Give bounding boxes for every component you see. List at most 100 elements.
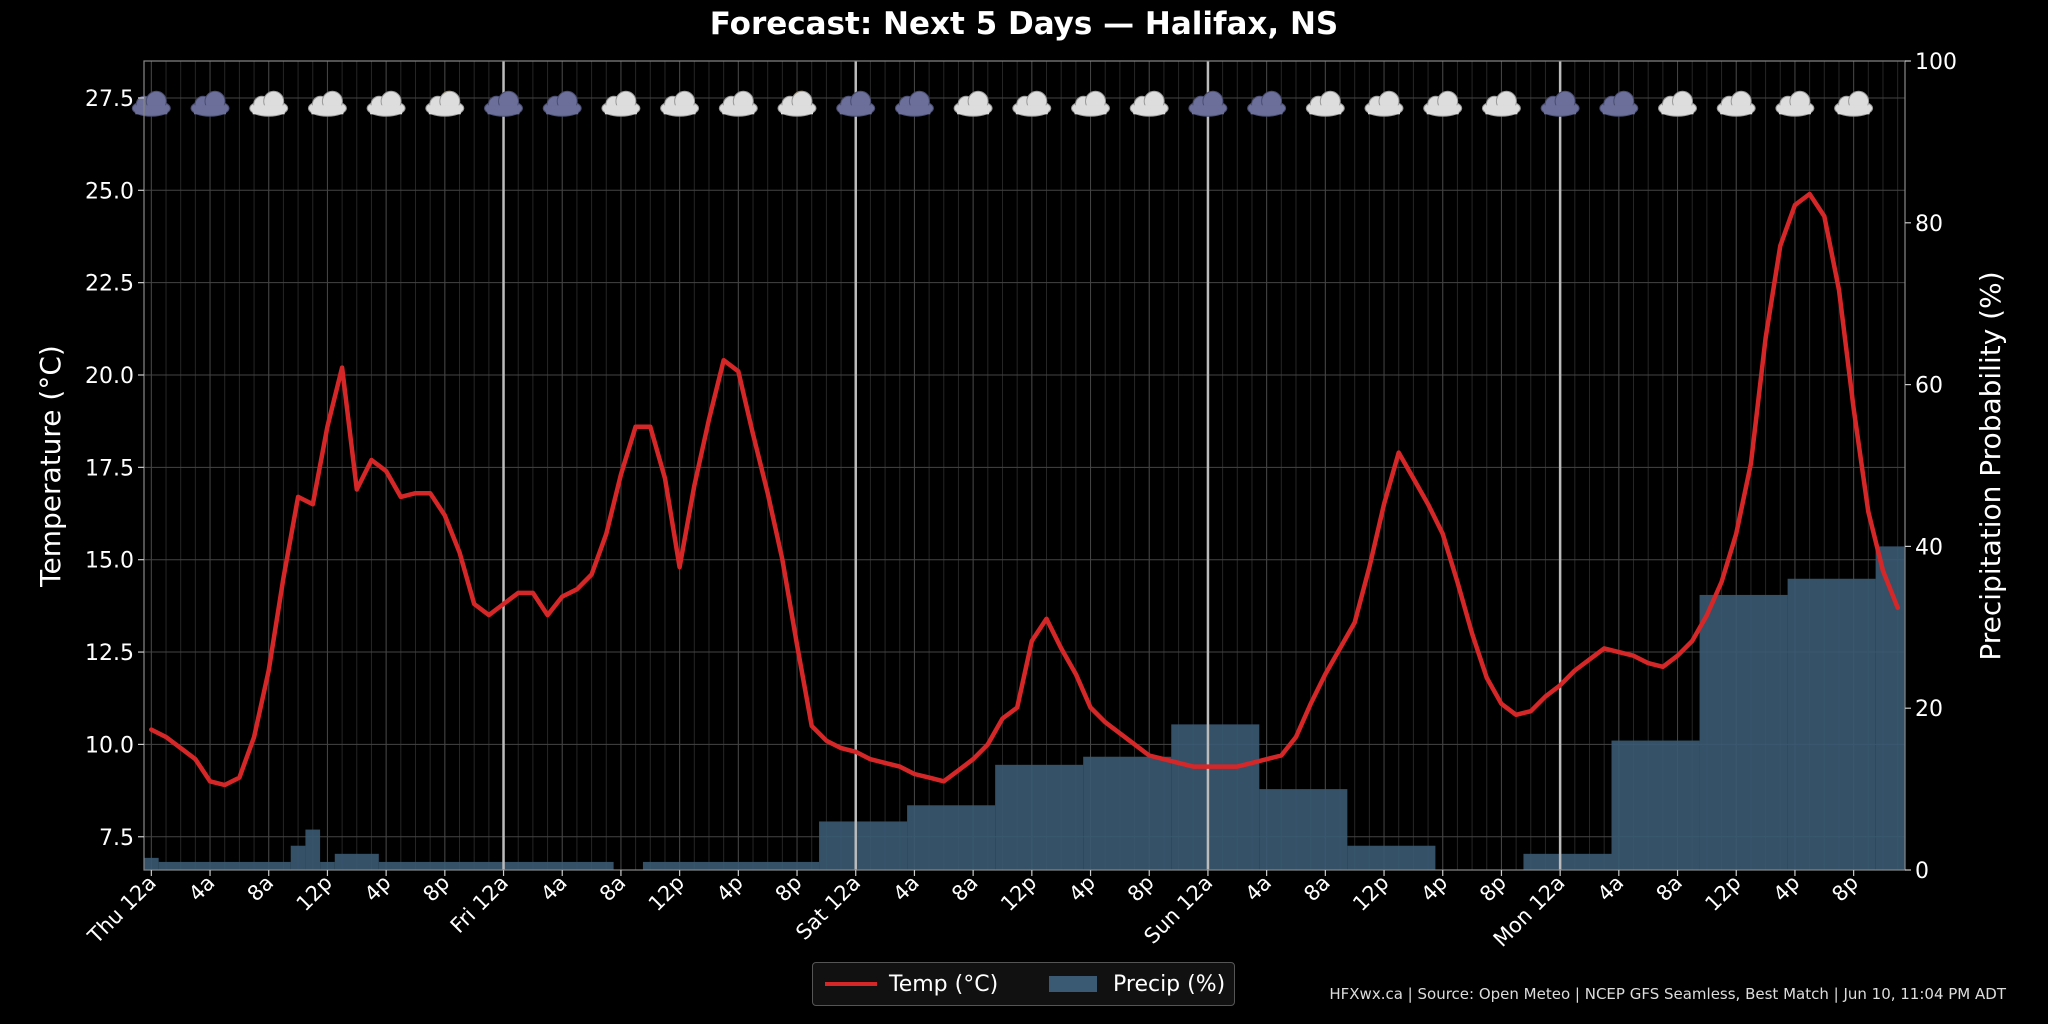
x-tick-label: 4a	[184, 871, 220, 907]
x-tick-label: 4p	[1769, 871, 1805, 907]
x-tick-label: Thu 12a	[83, 871, 161, 949]
x-tick-label: 12p	[1700, 871, 1745, 916]
legend-item-temp: Temp (°C)	[821, 963, 998, 1005]
y2-tick-label: 40	[1915, 535, 1943, 560]
y-tick-label: 27.5	[85, 87, 134, 112]
y2-axis-label: Precipitation Probability (%)	[1974, 271, 2007, 660]
cloud-fill	[1191, 105, 1224, 115]
cloud-fill	[546, 105, 579, 115]
cloud-fill	[1250, 105, 1283, 115]
cloud-fill	[311, 105, 344, 115]
x-tick-label: 4a	[1241, 871, 1277, 907]
cloud-fill	[1778, 105, 1811, 115]
cloud-fill	[194, 105, 226, 115]
x-tick-label: 12p	[1348, 871, 1393, 916]
precip-bar	[1347, 845, 1436, 870]
x-tick-label: 8a	[947, 871, 983, 907]
cloud-fill	[428, 105, 461, 115]
precip-bar	[642, 861, 820, 870]
y2-tick-label: 100	[1915, 50, 1957, 75]
x-tick-label: 8a	[1299, 871, 1335, 907]
cloud-icon	[307, 90, 347, 117]
cloud-fill	[898, 105, 931, 115]
rain-icon	[836, 90, 876, 117]
precip-bar	[819, 821, 908, 870]
plot-frame	[143, 60, 1906, 871]
cloud-icon	[1129, 90, 1169, 117]
y-tick-label: 7.5	[99, 826, 134, 851]
cloud-icon	[953, 90, 993, 117]
cloud-fill	[1309, 105, 1342, 115]
cloud-fill	[1426, 105, 1459, 115]
x-tick-label: Fri 12a	[446, 871, 513, 938]
cloud-icon	[601, 90, 641, 117]
x-tick-label: Sat 12a	[791, 871, 865, 945]
cloud-icon	[1658, 90, 1697, 117]
cloud-fill	[252, 105, 285, 115]
precip-bar	[158, 861, 291, 870]
rain-icon	[484, 90, 523, 117]
y-tick-label: 25.0	[85, 179, 134, 204]
cloud-fill	[1661, 105, 1694, 115]
temp-line-layer	[149, 191, 1900, 788]
cloud-fill	[839, 105, 872, 115]
y-tick-label: 20.0	[85, 364, 134, 389]
x-tick-label: 4a	[888, 871, 924, 907]
weather-icons	[131, 90, 1874, 117]
cloud-fill	[781, 105, 813, 115]
temp-line-swatch	[825, 982, 877, 986]
cloud-fill	[487, 105, 520, 115]
y2-tick-label: 20	[1915, 697, 1943, 722]
precip-bar	[144, 857, 159, 870]
precip-bar	[290, 845, 306, 870]
cloud-icon	[718, 90, 758, 117]
precip-bar	[907, 805, 996, 870]
temp-line	[149, 191, 1900, 788]
x-tick-label: 4p	[1416, 871, 1452, 907]
precip-bar	[1611, 740, 1700, 870]
cloud-icon	[1071, 90, 1110, 117]
precip-bar	[1523, 853, 1612, 870]
cloud-fill	[663, 105, 696, 115]
x-tick-label: 12p	[644, 871, 689, 916]
cloud-fill	[370, 105, 403, 115]
chart-title: Forecast: Next 5 Days — Halifax, NS	[710, 6, 1339, 42]
x-tick-label: 4a	[536, 871, 572, 907]
source-footer: HFXwx.ca | Source: Open Meteo | NCEP GFS…	[1329, 985, 2006, 1003]
x-tick-label: 4p	[1064, 871, 1100, 907]
cloud-fill	[1544, 105, 1577, 115]
x-tick-label: 8p	[1123, 871, 1159, 907]
rain-icon	[1599, 90, 1639, 117]
x-tick-label: 8p	[771, 871, 807, 907]
partly-sunny-icon	[777, 90, 817, 117]
cloud-icon	[660, 90, 700, 117]
cloud-icon	[366, 90, 406, 117]
rain-icon	[1540, 90, 1580, 117]
cloud-fill	[957, 105, 990, 115]
precip-bar	[378, 861, 614, 870]
rain-icon	[894, 90, 934, 117]
cloud-fill	[135, 105, 168, 115]
x-tick-label: 8a	[1652, 871, 1688, 907]
precip-bar	[320, 861, 335, 870]
precip-bar	[995, 764, 1084, 870]
cloud-fill	[1485, 105, 1518, 115]
precip-bar	[1083, 756, 1172, 870]
legend: Temp (°C) Precip (%)	[812, 962, 1235, 1006]
x-tick-label: 8p	[1827, 871, 1863, 907]
precip-bar	[334, 853, 379, 870]
cloud-fill	[604, 105, 637, 115]
x-tick-label: 8p	[1475, 871, 1511, 907]
rain-icon	[1188, 90, 1228, 117]
precip-bar	[1699, 594, 1788, 870]
y-tick-label: 17.5	[85, 456, 134, 481]
grid-lines	[144, 61, 1905, 870]
y-tick-label: 12.5	[85, 641, 134, 666]
y-tick-label: 15.0	[85, 549, 134, 574]
cloud-icon	[1012, 90, 1052, 117]
y2-tick-label: 0	[1915, 859, 1929, 884]
y-axis-label: Temperature (°C)	[34, 345, 67, 588]
x-tick-label: 4a	[1593, 871, 1629, 907]
legend-precip-label: Precip (%)	[1113, 971, 1226, 997]
